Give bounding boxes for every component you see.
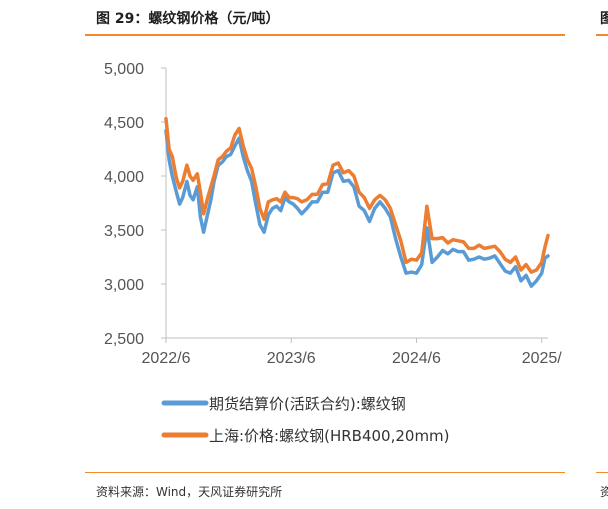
- x-tick-label: 2024/6: [392, 350, 441, 367]
- next-figure-rule: [596, 34, 608, 36]
- next-figure-bottom-rule: [596, 472, 608, 473]
- chart-plot-area: [164, 117, 550, 288]
- legend-label-1: 期货结算价(活跃合约):螺纹钢: [209, 395, 406, 413]
- source-note: 资料来源：Wind，天风证券研究所: [96, 485, 283, 499]
- series-line-1: [164, 128, 550, 288]
- y-tick-label: 5,000: [104, 61, 144, 78]
- series-line-2: [164, 117, 550, 274]
- figure-title: 图 29：螺纹钢价格（元/吨）: [96, 11, 280, 27]
- y-tick-label: 2,500: [104, 331, 144, 348]
- x-tick-label: 2025/: [522, 350, 563, 367]
- y-tick-label: 4,500: [104, 115, 144, 132]
- next-source-fragment: 资: [600, 485, 608, 499]
- legend-label-2: 上海:价格:螺纹钢(HRB400,20mm): [209, 427, 450, 445]
- top-rule: [85, 34, 565, 36]
- y-tick-label: 4,000: [104, 169, 144, 186]
- y-tick-label: 3,500: [104, 223, 144, 240]
- bottom-rule: [85, 472, 565, 473]
- x-tick-label: 2023/6: [267, 350, 316, 367]
- chart-axes: 5,000 4,500 4,000 3,500 3,000 2,500 2022/6 2023…: [104, 61, 562, 367]
- next-figure-title-fragment: 图: [600, 11, 608, 27]
- x-tick-label: 2022/6: [142, 350, 191, 367]
- y-tick-label: 3,000: [104, 277, 144, 294]
